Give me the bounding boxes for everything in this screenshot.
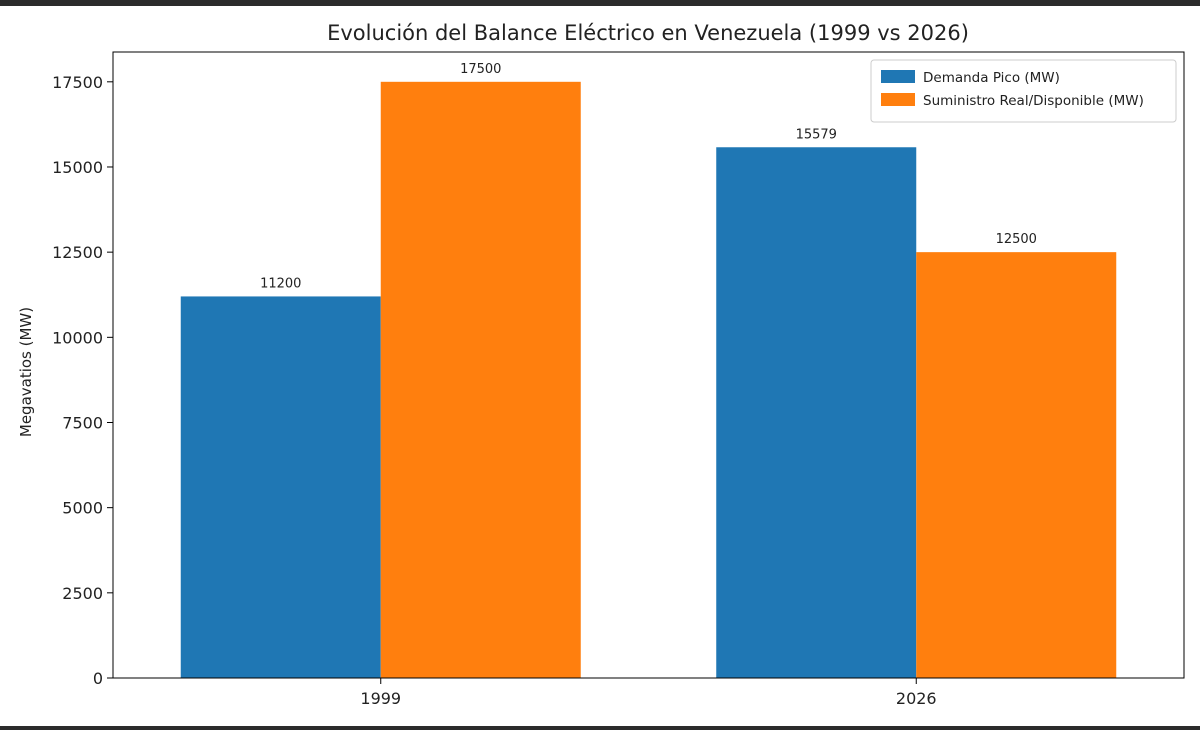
y-tick-label: 17500: [52, 73, 103, 92]
plot-border: [112, 51, 1185, 679]
y-tick-label: 2500: [62, 584, 103, 603]
data-label: 17500: [460, 62, 501, 77]
legend-swatch-suministro: [881, 93, 915, 106]
legend-label-suministro: Suministro Real/Disponible (MW): [923, 93, 1144, 109]
data-label: 15579: [796, 127, 837, 142]
bar-demanda-2026: [716, 147, 917, 678]
y-tick-label: 10000: [52, 328, 103, 347]
chart-frame: Evolución del Balance Eléctrico en Venez…: [0, 6, 1200, 726]
bar-suministro-2026: [916, 252, 1117, 678]
y-tick-label: 7500: [62, 413, 103, 432]
data-label: 12500: [996, 232, 1037, 247]
legend: Demanda Pico (MW) Suministro Real/Disponi…: [870, 59, 1177, 123]
data-label: 11200: [260, 276, 301, 291]
legend-swatch-demanda: [881, 70, 915, 83]
x-tick-label: 1999: [360, 689, 401, 708]
x-tick-label: 2026: [896, 689, 937, 708]
y-axis-label: Megavatios (MW): [17, 307, 35, 437]
bar-chart: Evolución del Balance Eléctrico en Venez…: [17, 21, 1185, 708]
y-tick-label: 5000: [62, 499, 103, 518]
y-tick-label: 0: [93, 669, 103, 688]
bar-suministro-1999: [380, 81, 581, 679]
legend-box: [870, 59, 1177, 123]
y-tick-label: 15000: [52, 158, 103, 177]
legend-label-demanda: Demanda Pico (MW): [923, 70, 1060, 86]
plot-area: 11200 15579 17500 12500 0 2500 5000 7500 10000 12…: [52, 51, 1185, 708]
bar-demanda-1999: [180, 296, 381, 678]
y-tick-label: 12500: [52, 243, 103, 262]
chart-title: Evolución del Balance Eléctrico en Venez…: [327, 21, 969, 45]
